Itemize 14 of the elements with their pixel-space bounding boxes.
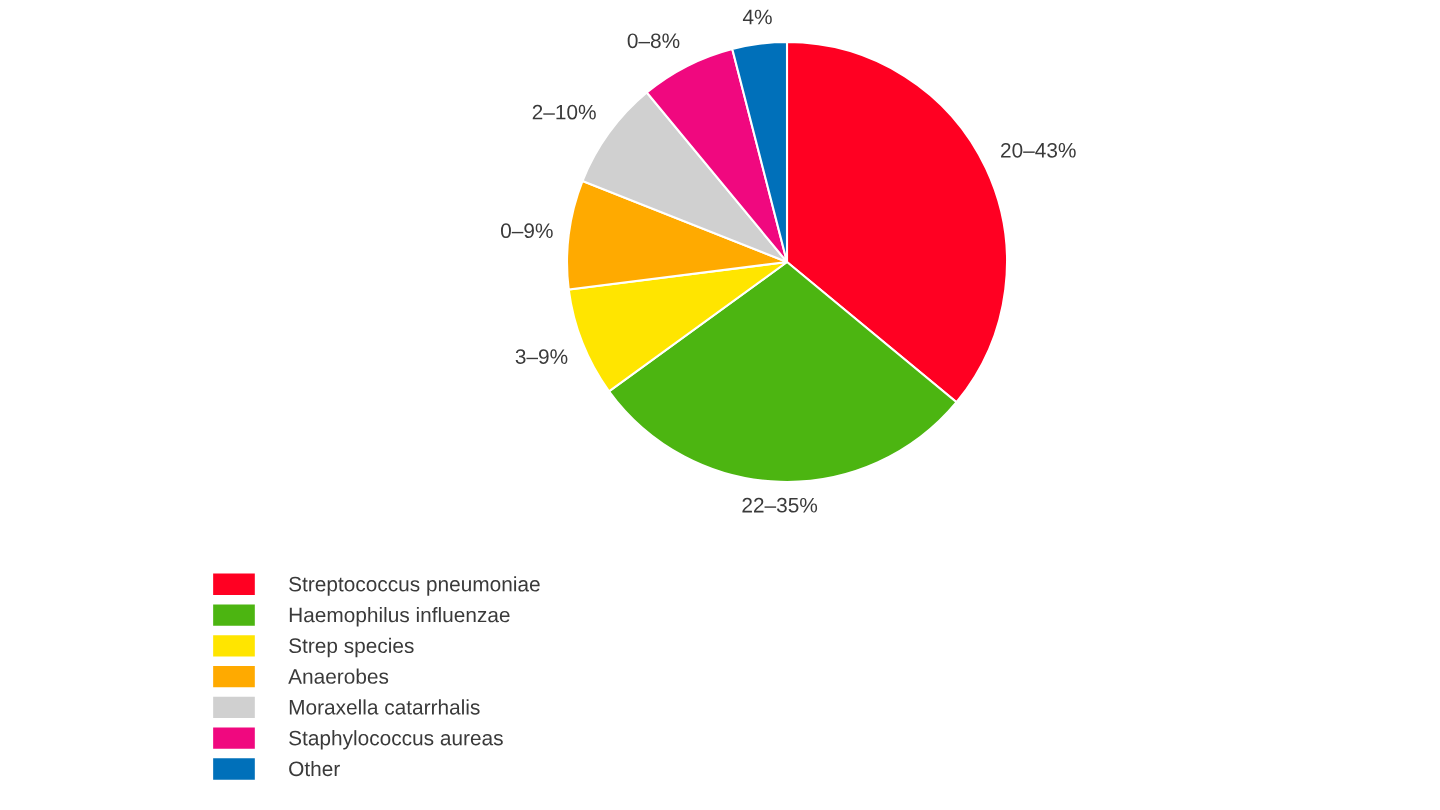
legend-label: Staphylococcus aureas	[289, 730, 503, 750]
text: 22–35%	[742, 497, 818, 513]
text: 3–9%	[515, 349, 568, 364]
legend-label: Other	[289, 760, 340, 777]
legend-label: Anaerobes	[288, 668, 389, 684]
text: 20–43%	[1001, 142, 1076, 158]
text: 0–8%	[627, 33, 680, 49]
text: 4%	[742, 9, 772, 25]
text: 0–9%	[500, 223, 553, 239]
legend-label: Strep species	[289, 637, 414, 658]
legend-label: Haemophilus influenzae	[289, 606, 510, 627]
legend-label: Streptococcus pneumoniae	[289, 576, 540, 596]
legend-label: Moraxella catarrhalis	[289, 699, 480, 715]
text: 2–10%	[532, 104, 596, 120]
